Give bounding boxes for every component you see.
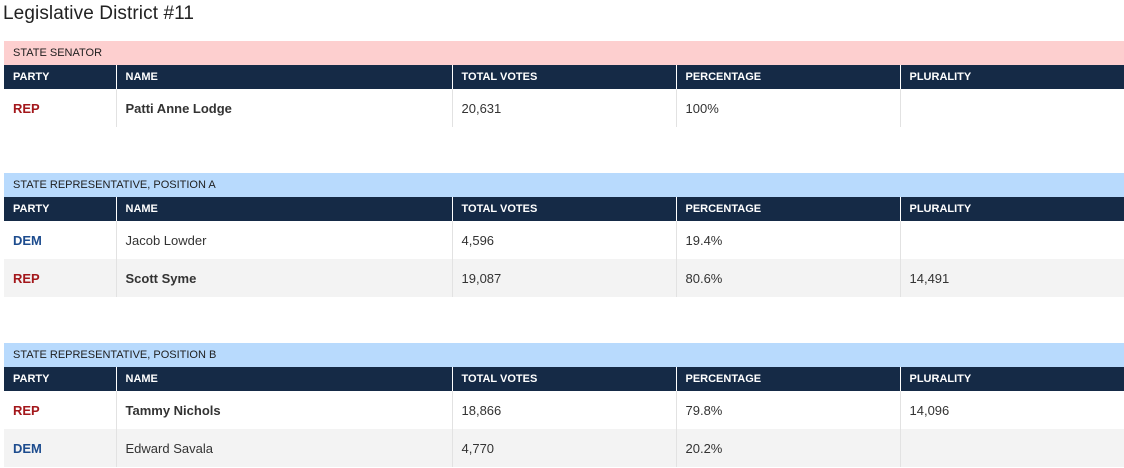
column-header-name: NAME <box>116 197 453 221</box>
candidate-name: Edward Savala <box>116 429 453 467</box>
race-title: STATE SENATOR <box>4 41 1124 65</box>
percentage-cell: 19.4% <box>676 221 901 259</box>
table-row: DEM Edward Savala 4,770 20.2% <box>4 429 1124 467</box>
column-header-name: NAME <box>116 65 453 89</box>
percentage-cell: 100% <box>676 89 901 127</box>
table-row: REP Patti Anne Lodge 20,631 100% <box>4 89 1124 127</box>
column-header-percentage: PERCENTAGE <box>676 367 901 391</box>
plurality-cell: 14,096 <box>909 402 950 418</box>
party-cell: DEM <box>4 221 117 259</box>
race-title: STATE REPRESENTATIVE, POSITION A <box>4 173 1124 197</box>
column-header-plurality: PLURALITY <box>909 373 972 385</box>
column-header-party: PARTY <box>4 367 117 391</box>
column-header-name: NAME <box>116 367 453 391</box>
total-votes-cell: 20,631 <box>452 89 677 127</box>
table-row: REP Scott Syme 19,087 80.6% 14,491 <box>4 259 1124 297</box>
column-header-total-votes: TOTAL VOTES <box>452 197 677 221</box>
percentage-cell: 80.6% <box>676 259 901 297</box>
results-table: PARTY NAME TOTAL VOTES PERCENTAGE PLURAL… <box>4 65 1124 127</box>
total-votes-cell: 18,866 <box>452 391 677 429</box>
column-header-total-votes: TOTAL VOTES <box>452 367 677 391</box>
race-state-senator: STATE SENATOR PARTY NAME TOTAL VOTES PER… <box>4 41 1124 127</box>
total-votes-cell: 4,596 <box>452 221 677 259</box>
plurality-cell <box>900 221 1124 259</box>
table-header-row: PARTY NAME TOTAL VOTES PERCENTAGE PLURAL… <box>4 367 1124 391</box>
table-row: REP Tammy Nichols 18,866 79.8% 14,096 <box>4 391 1124 429</box>
percentage-cell: 79.8% <box>676 391 901 429</box>
plurality-cell <box>900 429 1124 467</box>
table-header-row: PARTY NAME TOTAL VOTES PERCENTAGE PLURAL… <box>4 65 1124 89</box>
table-row: DEM Jacob Lowder 4,596 19.4% <box>4 221 1124 259</box>
percentage-cell: 20.2% <box>676 429 901 467</box>
results-table: PARTY NAME TOTAL VOTES PERCENTAGE PLURAL… <box>4 367 1124 467</box>
column-header-percentage: PERCENTAGE <box>676 197 901 221</box>
column-header-party: PARTY <box>4 65 117 89</box>
table-header-row: PARTY NAME TOTAL VOTES PERCENTAGE PLURAL… <box>4 197 1124 221</box>
party-cell: REP <box>4 259 117 297</box>
results-table: PARTY NAME TOTAL VOTES PERCENTAGE PLURAL… <box>4 197 1124 297</box>
race-state-representative-position-b: STATE REPRESENTATIVE, POSITION B PARTY N… <box>4 343 1124 467</box>
party-cell: DEM <box>4 429 117 467</box>
plurality-cell <box>900 89 1124 127</box>
candidate-name: Jacob Lowder <box>116 221 453 259</box>
party-cell: REP <box>4 391 117 429</box>
total-votes-cell: 4,770 <box>452 429 677 467</box>
candidate-name: Scott Syme <box>116 259 453 297</box>
candidate-name: Tammy Nichols <box>116 391 453 429</box>
column-header-party: PARTY <box>4 197 117 221</box>
candidate-name: Patti Anne Lodge <box>116 89 453 127</box>
page-title: Legislative District #11 <box>3 3 195 24</box>
column-header-plurality: PLURALITY <box>909 203 972 215</box>
race-state-representative-position-a: STATE REPRESENTATIVE, POSITION A PARTY N… <box>4 173 1124 297</box>
race-title: STATE REPRESENTATIVE, POSITION B <box>4 343 1124 367</box>
column-header-total-votes: TOTAL VOTES <box>452 65 677 89</box>
column-header-plurality: PLURALITY <box>909 71 972 83</box>
party-cell: REP <box>4 89 117 127</box>
total-votes-cell: 19,087 <box>452 259 677 297</box>
plurality-cell: 14,491 <box>909 270 950 286</box>
column-header-percentage: PERCENTAGE <box>676 65 901 89</box>
